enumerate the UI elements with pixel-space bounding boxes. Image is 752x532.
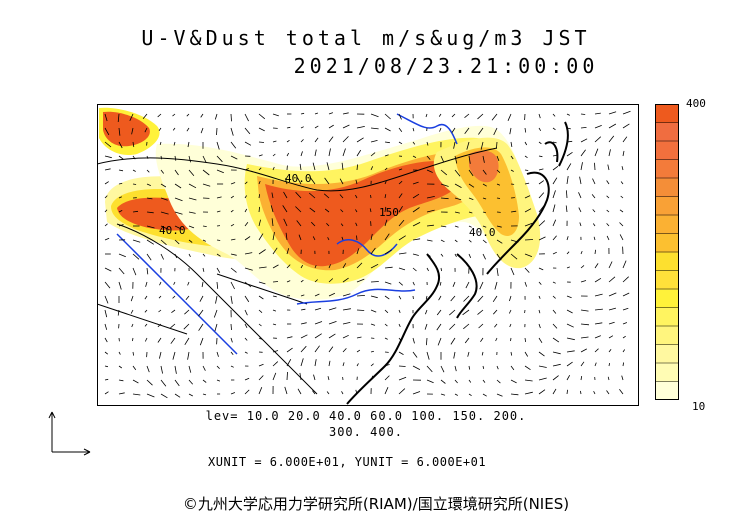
rivers [116,113,458,355]
colorbar-band [655,104,679,123]
coastlines [346,121,569,405]
colorbar-band [655,381,679,400]
dust-map: 40.0 150 40.0 40.0 [97,104,639,406]
colorbar-band [655,363,679,382]
colorbar-band [655,307,679,327]
contour-label: 40.0 [469,226,496,239]
colorbar-band [655,252,679,271]
map-frame [97,104,639,406]
contour-label: 40.0 [285,172,312,185]
contour-label: 40.0 [159,224,186,237]
country-borders [97,147,498,395]
colorbar-band [655,233,679,253]
colorbar-band [655,344,679,364]
vector-units: XUNIT = 6.000E+01, YUNIT = 6.000E+01 [208,455,487,469]
colorbar-band [655,326,679,345]
contour-label: 150 [379,206,399,219]
colorbar-band [655,141,679,160]
colorbar [655,104,679,400]
colorbar-band [655,159,679,179]
dust-plume-northwest [99,107,160,156]
map-title: U-V&Dust total m/s&ug/m3 JST [141,26,591,50]
contour-levels-continued: 300. 400. [328,425,404,439]
copyright-notice: ©九州大学応用力学研究所(RIAM)/国立環境研究所(NIES) [182,495,570,513]
colorbar-min-label: 10 [692,400,706,413]
axes-indicator-icon [48,411,91,456]
colorbar-band [655,196,679,216]
dust-plume-east [433,137,541,269]
colorbar-band [655,178,679,197]
colorbar-band [655,270,679,290]
contour-levels: lev= 10.0 20.0 40.0 60.0 100. 150. 200. [205,409,527,423]
map-timestamp: 2021/08/23.21:00:00 [293,54,599,78]
colorbar-band [655,289,679,308]
colorbar-max-label: 400 [686,97,706,110]
wind-vectors [104,110,631,399]
colorbar-band [655,215,679,234]
colorbar-band [655,122,679,142]
